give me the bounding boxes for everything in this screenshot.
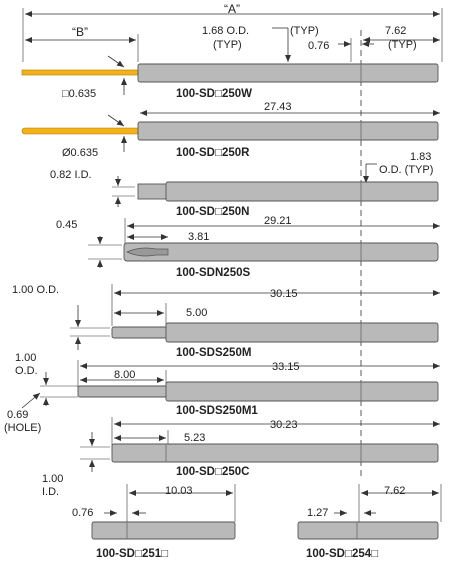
part-label-250w: 100-SD□250W [176,88,252,100]
dim-127: 1.27 [307,507,328,519]
gold-square-wire [21,69,141,76]
part-label-sdn250s: 100-SDN250S [176,267,250,279]
part-label-sds250m1: 100-SDS250M1 [176,405,258,417]
dim-3015-label: 30.15 [270,288,298,300]
dim-100-a: 1.00 [15,352,36,364]
pin-barrel-sds250m1 [165,381,439,402]
pin-barrel-250r [137,121,439,141]
part-label-250c: 100-SD□250C [176,466,249,478]
gold-round-wire [21,127,141,135]
part-label-250n: 100-SD□250N [176,206,249,218]
dim-523-label: 5.23 [184,432,205,444]
dim-3023-label: 30.23 [270,419,298,431]
dim-od-168: 1.68 O.D. [202,25,249,37]
dim-076-b: 0.76 [72,507,93,519]
dim-od-100: 1.00 O.D. [12,284,59,296]
dim-069: 0.69 [7,409,28,421]
dim-0635-arrow-up [107,55,125,68]
dim-1003-label: 10.03 [165,485,193,497]
dim-381-label: 3.81 [188,231,209,243]
dim-id-082: 0.82 I.D. [50,169,92,181]
pin-tip-sds250m [111,326,169,339]
dim-hole-leader [21,392,41,409]
dim-typ-3: (TYP) [388,39,417,51]
dim-b-label: “B” [72,25,88,39]
dim-762b-label: 7.62 [384,485,405,497]
slot-feature [126,247,169,257]
part-label-250r: 100-SD□250R [176,147,250,159]
dim-045: 0.45 [56,219,77,231]
dim-2921-label: 29.21 [264,215,292,227]
dim-sq-0635: □0.635 [62,88,96,100]
pin-barrel-250c [111,443,439,463]
dim-od-typ: O.D. (TYP) [379,164,433,176]
dim-dia-0635: Ø0.635 [62,147,98,159]
dim-typ-2: (TYP) [290,25,319,37]
pin-tip-250n [137,183,169,200]
dim-183: 1.83 [410,151,431,163]
pin-barrel-251 [91,521,236,540]
pin-barrel-254 [297,521,439,540]
dim-a-label: “A” [224,2,240,16]
dim-100-b: 1.00 [42,473,63,485]
pin-barrel-sds250m [165,322,439,343]
dim-id-b: I.D. [42,486,59,498]
dim-500-label: 5.00 [186,307,207,319]
part-label-254: 100-SD□254□ [306,548,378,560]
dim-076-top: 0.76 [308,40,329,52]
dim-2743-label: 27.43 [264,101,292,113]
pin-barrel-250w [137,63,439,83]
pin-barrel-sdn250s [123,242,439,262]
dim-hole: (HOLE) [4,422,41,434]
dim-3315-label: 33.15 [272,361,300,373]
dim-762-top: 7.62 [385,25,406,37]
dim-od-b: O.D. [15,365,38,377]
dim-typ-1: (TYP) [213,39,242,51]
pin-barrel-250n [165,181,439,202]
dim-dia-arrow-up [107,114,125,127]
part-label-251: 100-SD□251□ [96,548,168,560]
part-label-sds250m: 100-SDS250M [176,347,251,359]
dim-800-label: 8.00 [114,369,135,381]
pin-tip-sds250m1 [77,385,169,398]
